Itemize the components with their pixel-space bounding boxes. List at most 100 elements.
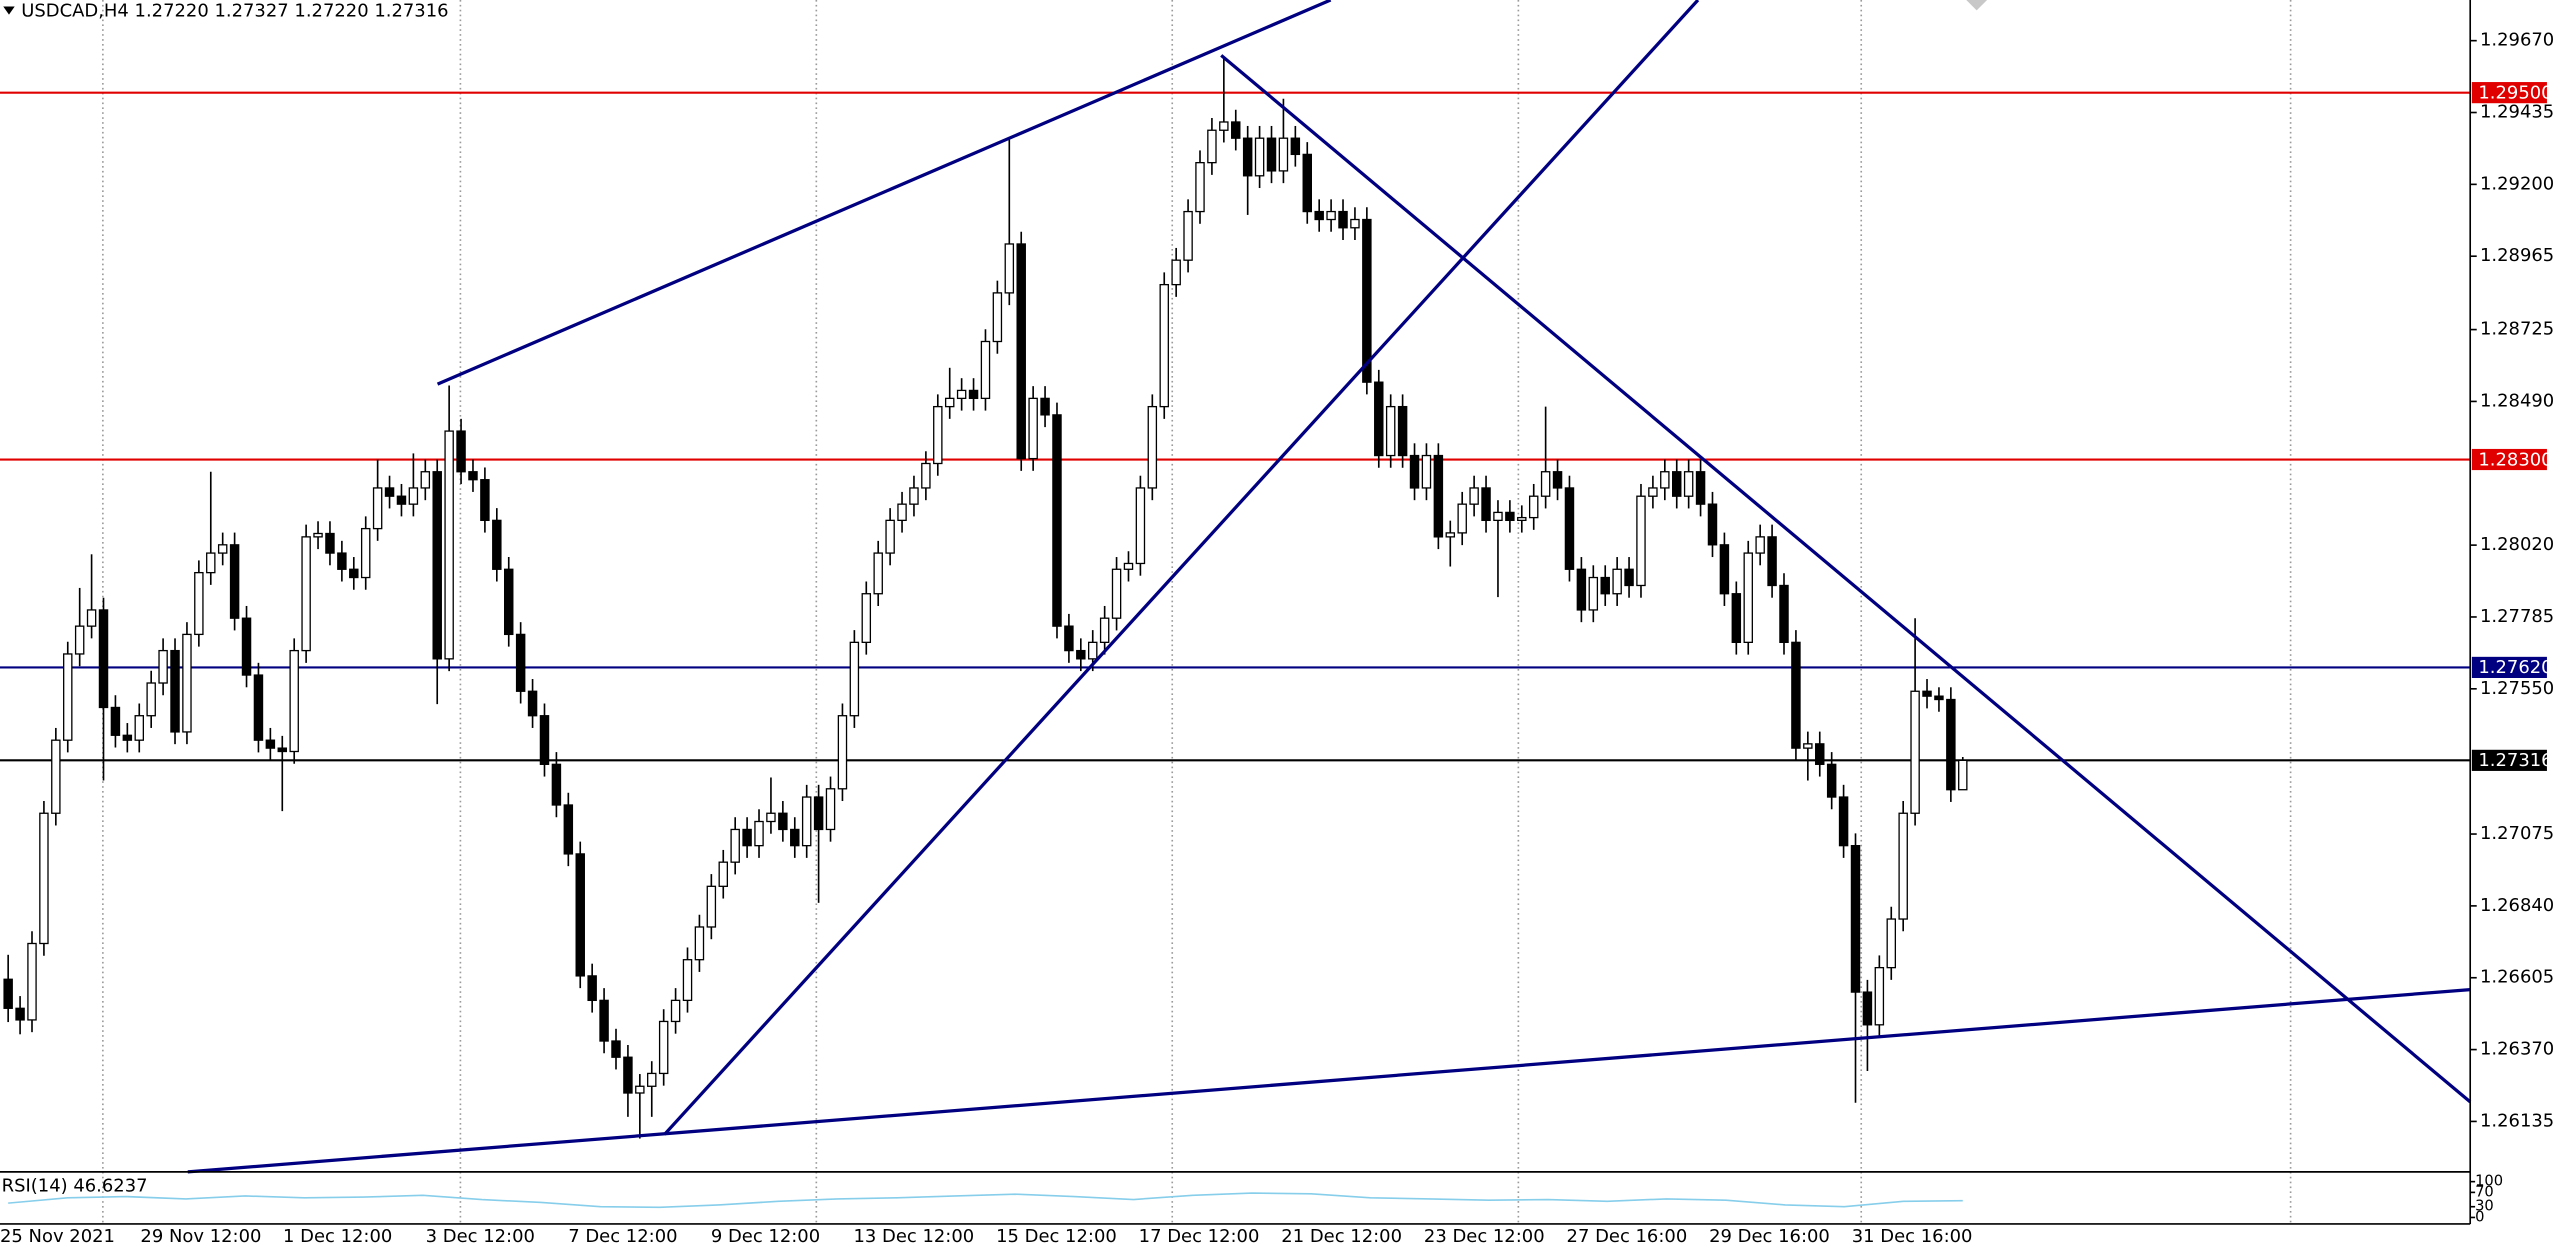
price-level-box — [2471, 656, 2547, 678]
candle-body — [110, 706, 121, 736]
x-tick-label: 31 Dec 16:00 — [1852, 1226, 1973, 1247]
candle-body — [1326, 210, 1336, 221]
trend-line — [187, 987, 2471, 1174]
candle-body — [1302, 153, 1313, 213]
candle-body — [1600, 576, 1610, 595]
candle-body — [1826, 763, 1837, 798]
candle-body — [1898, 812, 1908, 920]
candle-body — [801, 796, 812, 847]
candle-body — [3, 978, 13, 1009]
candle-body — [1290, 137, 1301, 156]
y-tick-label: 1.26605 — [2480, 967, 2554, 988]
candle-body — [1779, 584, 1789, 643]
price-level-box — [2471, 448, 2547, 471]
candle-body — [1064, 625, 1074, 652]
candle-body — [1552, 471, 1563, 489]
candle-body — [992, 292, 1003, 343]
candle-body — [1314, 210, 1324, 221]
candle-body — [623, 1056, 633, 1094]
candle-body — [1457, 503, 1467, 534]
candle-body — [396, 495, 407, 505]
candle-body — [575, 853, 585, 977]
rsi-label: RSI(14) 46.6237 — [2, 1176, 148, 1197]
candle-body — [134, 715, 145, 741]
candle-body — [63, 653, 73, 741]
candle-body — [1874, 966, 1885, 1026]
candle-body — [1910, 690, 1920, 814]
candle-body — [289, 649, 299, 753]
candle-body — [730, 828, 740, 863]
candle-body — [468, 471, 478, 481]
candle-body — [1815, 743, 1825, 765]
candle-body — [1695, 471, 1706, 505]
candle-body — [1850, 845, 1861, 993]
candle-body — [39, 812, 49, 945]
candle-body — [265, 739, 276, 749]
menu-triangle[interactable] — [3, 6, 15, 15]
y-tick-label: 1.27550 — [2480, 678, 2554, 699]
candle-body — [1433, 454, 1444, 538]
candle-body — [849, 641, 860, 717]
candle-body — [182, 633, 192, 733]
candle-body — [968, 389, 979, 400]
candle-body — [1171, 259, 1181, 286]
candle-body — [1505, 511, 1515, 522]
candle-body — [933, 405, 943, 465]
candle-body — [956, 389, 967, 400]
y-tick-label: 1.26370 — [2480, 1039, 2554, 1060]
candle-body — [635, 1085, 645, 1094]
candle-body — [480, 479, 490, 522]
candle-body — [1803, 743, 1813, 749]
y-tick-label: 1.28490 — [2480, 390, 2554, 411]
candle-body — [921, 462, 931, 489]
candle-body — [837, 715, 848, 790]
candle-body — [1540, 471, 1551, 497]
price-level-box — [2471, 82, 2547, 104]
candle-body — [754, 820, 764, 847]
candle-body — [504, 568, 514, 636]
candle-body — [122, 734, 133, 741]
candle-body — [682, 959, 693, 1002]
candle-body — [313, 532, 323, 538]
rsi-tick-label: 30 — [2475, 1198, 2494, 1215]
candle-body — [301, 536, 311, 652]
x-tick-label: 7 Dec 12:00 — [568, 1226, 677, 1247]
candle-body — [1564, 487, 1575, 570]
candle-body — [1648, 487, 1658, 497]
candle-body — [372, 487, 383, 530]
candle-body — [1016, 243, 1026, 460]
candle-body — [1672, 471, 1682, 497]
candle-body — [277, 747, 288, 753]
candle-body — [718, 861, 728, 887]
candle-body — [1922, 690, 1932, 697]
candle-body — [408, 487, 419, 505]
candle-body — [1767, 536, 1777, 587]
y-tick-label: 1.29200 — [2480, 173, 2554, 194]
candle-body — [1612, 568, 1622, 595]
candle-body — [1636, 495, 1646, 587]
rsi-tick-label: 70 — [2475, 1183, 2494, 1200]
candle-body — [909, 487, 919, 505]
candle-body — [1195, 161, 1205, 213]
candle-body — [694, 926, 705, 961]
candle-body — [1481, 487, 1491, 522]
levels — [0, 91, 2471, 762]
candle-body — [1397, 405, 1408, 457]
candle-body — [1266, 137, 1277, 172]
candle-body — [790, 828, 800, 847]
candle-body — [658, 1020, 669, 1075]
rsi-line — [8, 1192, 1963, 1209]
x-tick-label: 27 Dec 16:00 — [1567, 1226, 1688, 1247]
candle-body — [1755, 536, 1765, 554]
candle-body — [420, 471, 431, 489]
candle-body — [1076, 649, 1086, 660]
candle-body — [647, 1072, 657, 1087]
candle-body — [1683, 471, 1694, 497]
candle-body — [1052, 414, 1062, 627]
candle-body — [1528, 495, 1539, 519]
axes: 1.29670 1.29435 1.29200 1.28965 1.28725 1.284… — [0, 30, 2554, 1247]
x-tick-label: 15 Dec 12:00 — [996, 1226, 1117, 1247]
x-tick-label: 13 Dec 12:00 — [853, 1226, 974, 1247]
